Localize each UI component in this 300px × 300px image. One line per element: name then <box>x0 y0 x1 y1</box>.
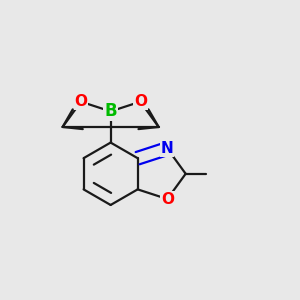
Text: B: B <box>104 102 117 120</box>
Text: N: N <box>161 141 174 156</box>
Text: O: O <box>161 191 174 206</box>
Text: O: O <box>74 94 87 109</box>
Text: O: O <box>134 94 147 109</box>
